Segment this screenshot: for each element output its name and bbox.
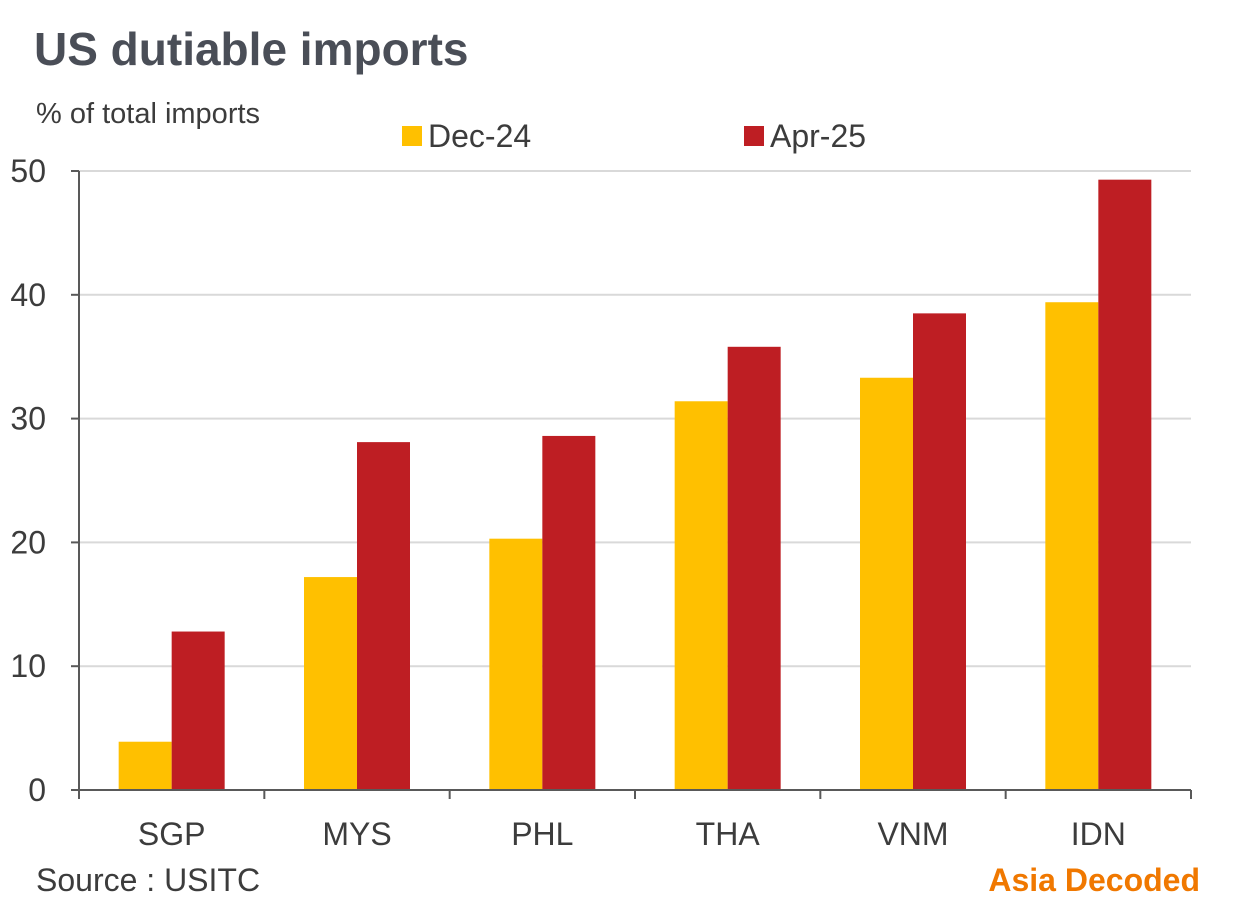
y-axis-unit-label: % of total imports [36,98,261,130]
bar-chart: 0 10 20 30 40 50 SGP MYS PHL THA VNM IDN [10,153,1192,852]
y-tick-label-0: 0 [28,772,46,808]
x-tick-label-vnm: VNM [877,816,948,852]
bar-tha-dec-24 [674,401,728,790]
bar-idn-dec-24 [1045,302,1099,790]
bar-tha-apr-25 [727,346,781,790]
legend-swatch-apr-25 [744,126,764,146]
bar-mys-apr-25 [357,442,410,790]
legend-item-dec-24: Dec-24 [402,118,531,154]
bar-vnm-apr-25 [913,313,966,790]
bar-sgp-dec-24 [118,741,172,790]
y-tick-label-30: 30 [10,401,46,437]
x-tick-label-tha: THA [696,816,761,852]
legend-label-dec-24: Dec-24 [428,117,532,154]
bar-idn-apr-25 [1098,179,1152,790]
x-tick-label-idn: IDN [1071,816,1126,852]
x-tick-label-phl: PHL [511,816,573,852]
x-tick-label-sgp: SGP [138,816,206,852]
bar-phl-apr-25 [542,435,596,790]
legend-swatch-dec-24 [402,126,422,146]
y-tick-label-20: 20 [10,524,46,560]
y-tick-label-50: 50 [10,153,46,189]
bar-mys-dec-24 [304,577,357,790]
brand-label: Asia Decoded [988,862,1200,898]
y-tick-label-10: 10 [10,648,46,684]
y-tick-label-40: 40 [10,277,46,313]
bar-sgp-apr-25 [171,631,225,790]
legend-label-apr-25: Apr-25 [770,117,867,154]
source-note: Source : USITC [36,862,261,898]
bar-vnm-dec-24 [860,377,913,790]
bar-phl-dec-24 [489,538,543,790]
x-tick-label-mys: MYS [322,816,391,852]
legend-item-apr-25: Apr-25 [744,118,866,154]
chart-title: US dutiable imports [34,23,469,75]
